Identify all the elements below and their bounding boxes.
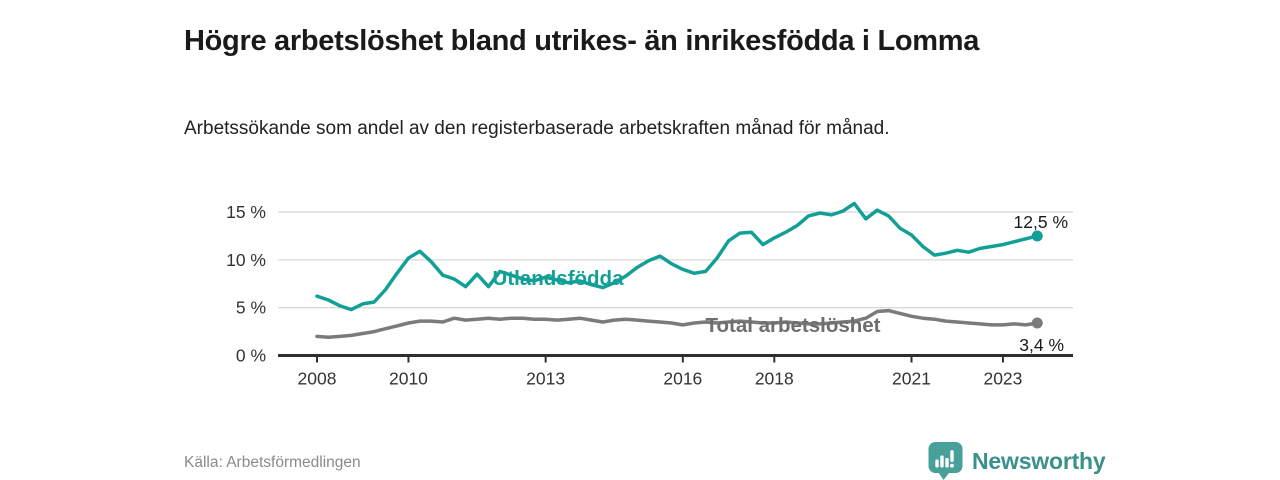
newsworthy-logo: Newsworthy: [928, 442, 1106, 480]
end-dot-total: [1031, 317, 1043, 329]
x-tick-label: 2021: [892, 369, 931, 389]
y-tick-label: 5 %: [236, 298, 266, 318]
x-tick-label: 2018: [755, 369, 794, 389]
series-label-total: Total arbetslöshet: [705, 314, 880, 337]
y-tick-label: 15 %: [226, 202, 266, 222]
x-tick-label: 2013: [526, 369, 565, 389]
page-subtitle: Arbetssökande som andel av den registerb…: [184, 118, 890, 139]
y-tick-label: 0 %: [236, 346, 266, 366]
end-dot-utlandsfodda: [1031, 230, 1043, 242]
page-title: Högre arbetslöshet bland utrikes- än inr…: [184, 25, 980, 58]
series-line-utlandsfodda: [315, 201, 1039, 312]
series-label-utlandsfodda: Utlandsfödda: [493, 267, 625, 290]
x-tick-label: 2010: [389, 369, 428, 389]
unemployment-line-chart: 0 % 5 % 10 % 15 % 2008 2010 2013 2016 2018 2021 20…: [226, 201, 1073, 389]
x-tick-label: 2023: [983, 369, 1022, 389]
x-tick-label: 2008: [298, 369, 337, 389]
y-tick-label: 10 %: [226, 250, 266, 270]
end-value-label-utlandsfodda: 12,5 %: [1014, 212, 1068, 232]
newsworthy-wordmark: Newsworthy: [972, 447, 1106, 474]
x-tick-label: 2016: [663, 369, 702, 389]
source-note: Källa: Arbetsförmedlingen: [184, 454, 361, 471]
newsworthy-logo-icon: [928, 442, 963, 480]
end-value-label-total: 3,4 %: [1019, 335, 1064, 355]
series-line-total: [315, 308, 1039, 340]
